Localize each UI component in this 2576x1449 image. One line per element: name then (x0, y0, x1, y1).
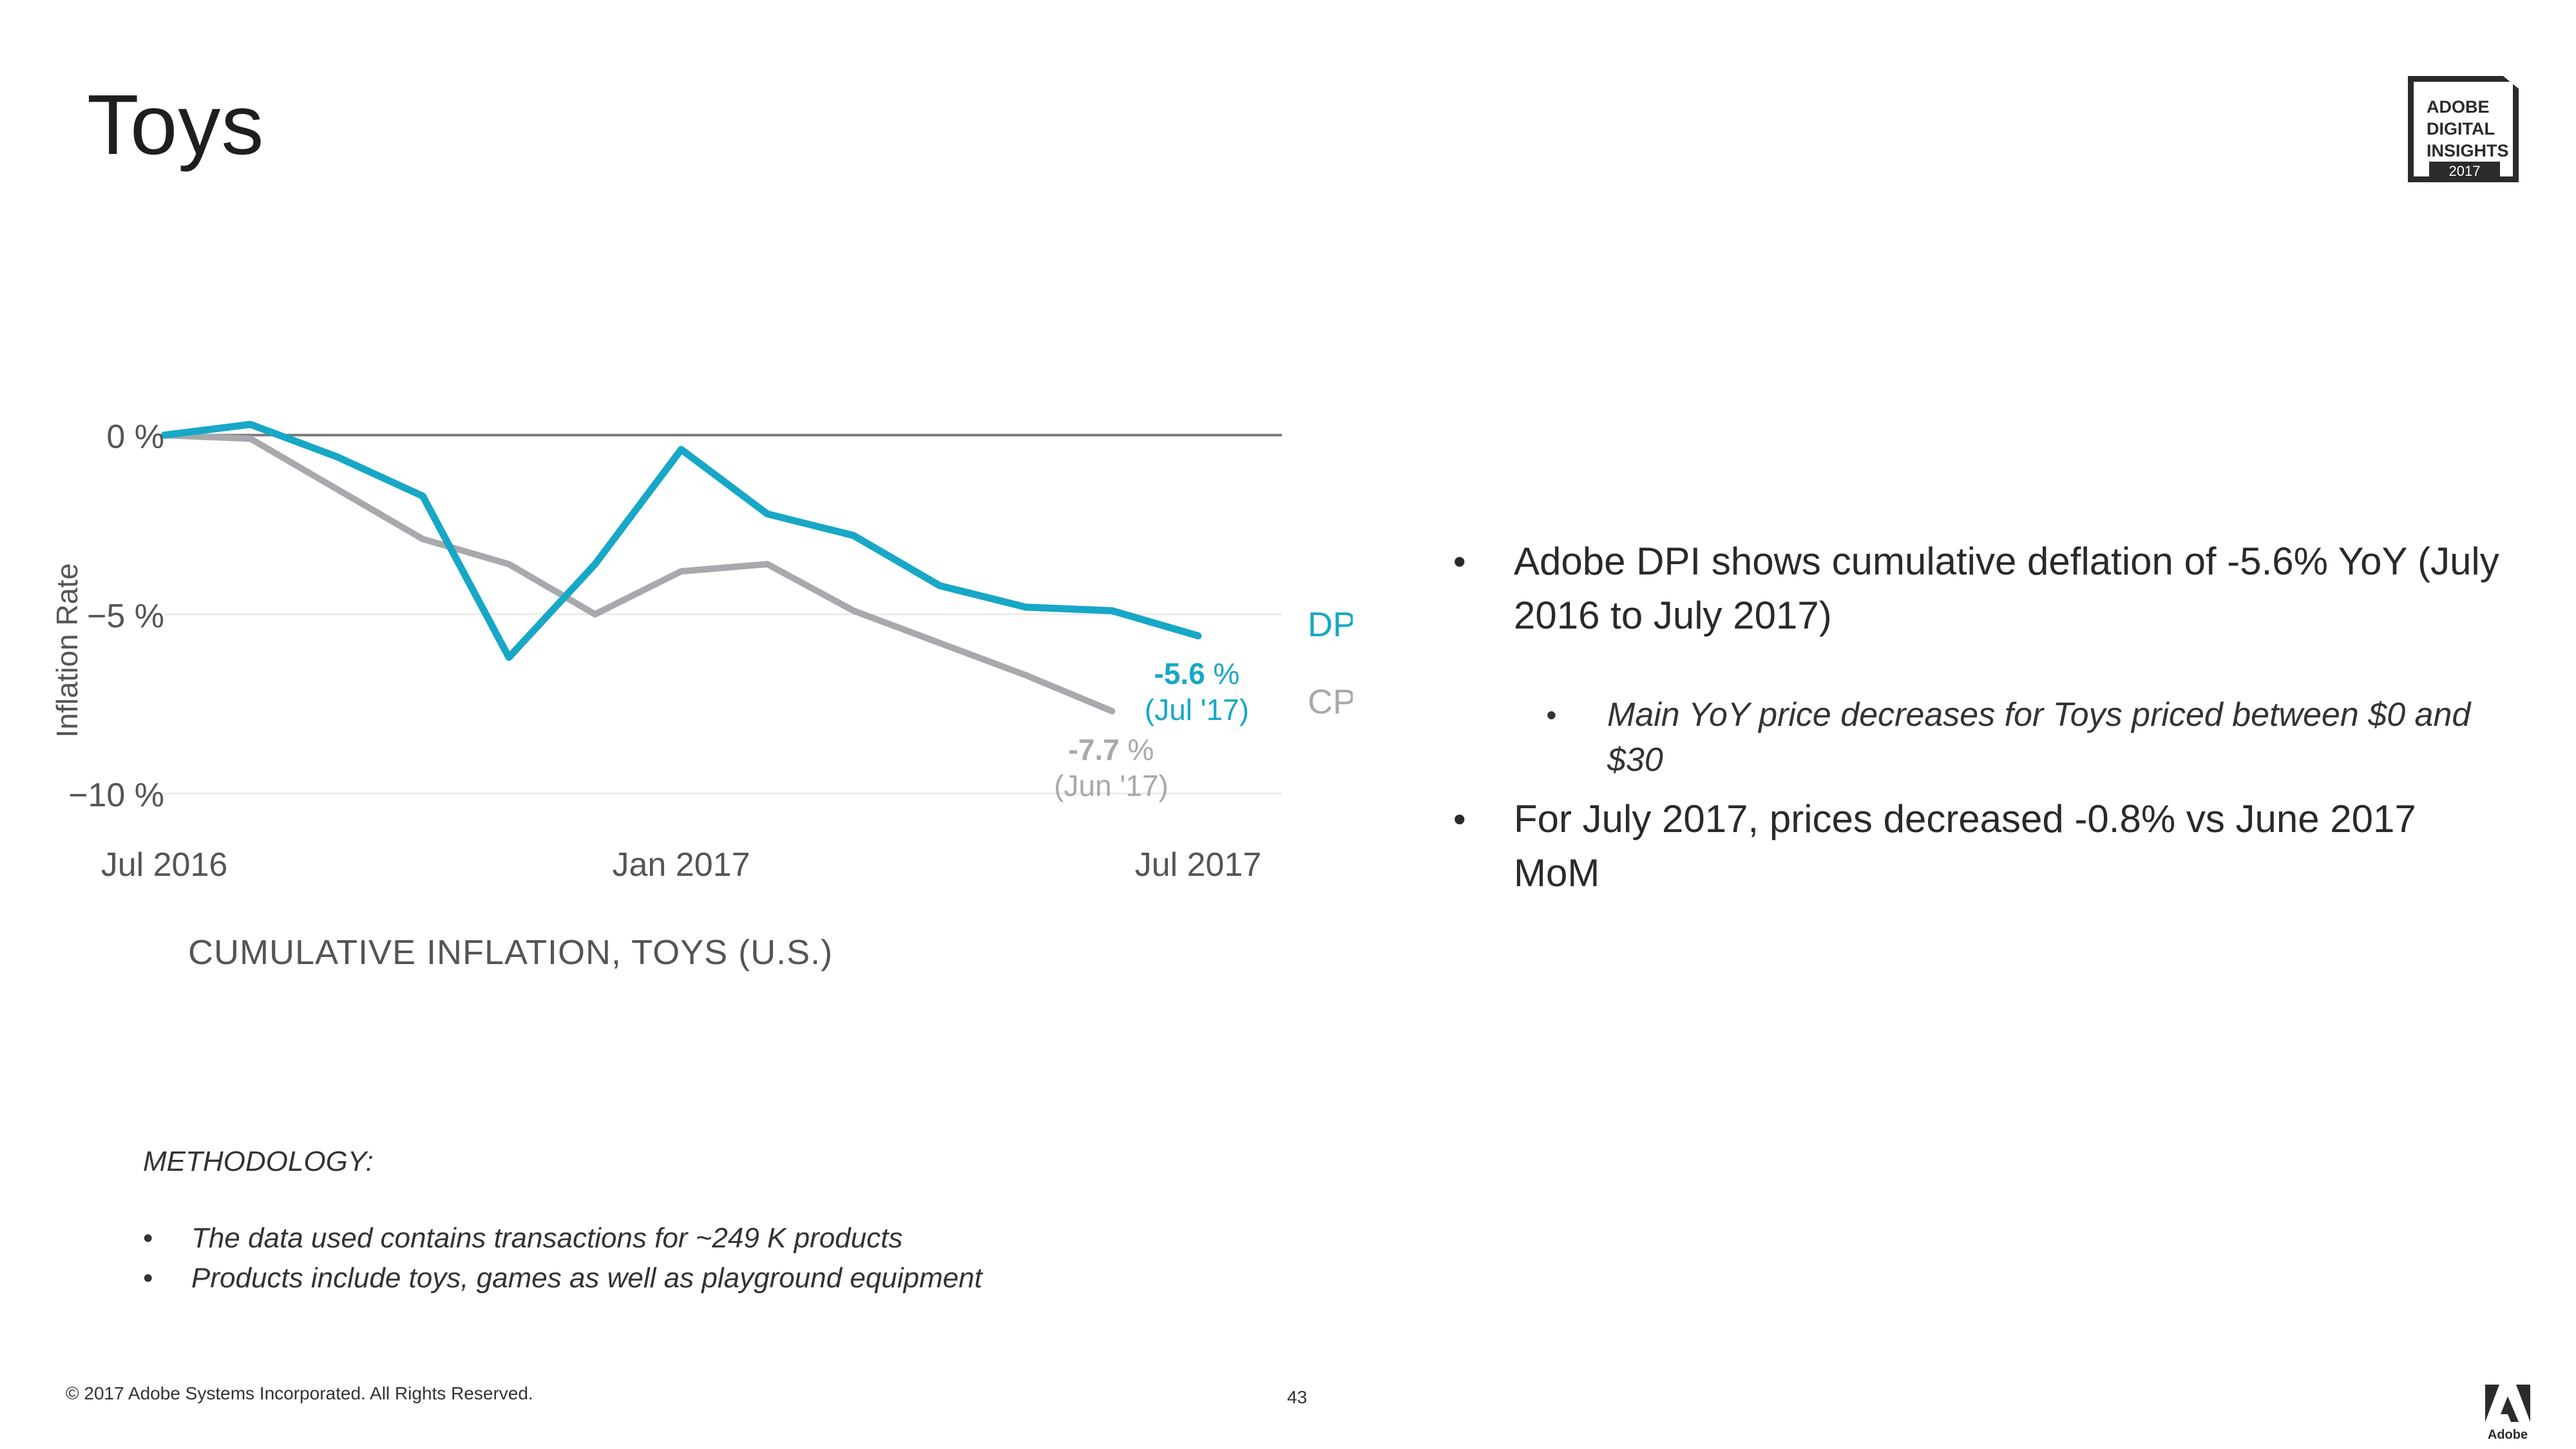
annotation-period-dpi: (Jul '17) (1145, 693, 1249, 726)
methodology-item: • The data used contains transactions fo… (143, 1218, 1238, 1258)
bullet-dot: • (1453, 541, 1466, 582)
annotation-value-dpi: -5.6 % (1154, 657, 1240, 690)
sub-bullet-text: Main YoY price decreases for Toys priced… (1607, 696, 2471, 779)
methodology: METHODOLOGY: • The data used contains tr… (143, 1141, 1238, 1298)
annotation-unit: % (1120, 733, 1154, 766)
bullet-text: Adobe DPI shows cumulative deflation of … (1514, 540, 2499, 637)
bullet-dot: • (143, 1222, 153, 1254)
logo-line-3: INSIGHTS (2427, 141, 2509, 160)
y-tick-label: 0 % (106, 419, 164, 456)
chart-lines (160, 421, 1202, 715)
x-tick-label: Jan 2017 (613, 846, 750, 884)
methodology-item-text: Products include toys, games as well as … (191, 1262, 982, 1294)
bullet-dot: • (1546, 698, 1557, 732)
methodology-item-text: The data used contains transactions for … (191, 1222, 903, 1254)
page-title: Toys (87, 77, 265, 172)
chart-title: CUMULATIVE INFLATION, TOYS (U.S.) (188, 933, 834, 972)
bullet-dot: • (143, 1262, 153, 1294)
svg-text:Adobe: Adobe (2488, 1428, 2528, 1442)
series-line-dpi (160, 421, 1202, 661)
bullet-dot: • (1453, 799, 1466, 839)
annotation-number: -5.6 (1154, 657, 1205, 690)
legend-dpi: DPI (1308, 605, 1353, 644)
methodology-heading: METHODOLOGY: (143, 1146, 374, 1177)
adobe-digital-insights-logo: ADOBE DIGITAL INSIGHTS 2017 (2408, 76, 2519, 182)
page-number: 43 (1287, 1387, 1308, 1407)
annotation-unit: % (1205, 657, 1240, 690)
legend-cpi: CPI (1308, 683, 1353, 721)
x-tick-label: Jul 2017 (1135, 846, 1262, 884)
chart-grid (164, 433, 1282, 795)
y-tick-label: −10 % (68, 777, 164, 814)
logo-line-2: DIGITAL (2427, 119, 2495, 138)
logo-line-1: ADOBE (2427, 97, 2490, 117)
annotation-period-cpi: (Jun '17) (1054, 769, 1169, 802)
sub-bullet-price-decreases: • Main YoY price decreases for Toys pric… (1546, 692, 2512, 782)
y-tick-label: −5 % (87, 598, 164, 635)
y-axis-label: Inflation Rate (50, 563, 84, 737)
copyright-footer: © 2017 Adobe Systems Incorporated. All R… (66, 1383, 533, 1403)
bullet-mom-change: • For July 2017, prices decreased -0.8% … (1443, 792, 2499, 900)
inflation-line-chart: 0 % −5 % −10 % Jul 2016 Jan 2017 Jul 2017 Infl… (50, 419, 1353, 884)
adobe-logo-icon: Adobe (2485, 1385, 2530, 1442)
methodology-item: • Products include toys, games as well a… (143, 1258, 1238, 1298)
annotation-value-cpi: -7.7 % (1069, 733, 1154, 766)
series-line-cpi (161, 431, 1116, 715)
x-tick-label: Jul 2016 (101, 846, 228, 884)
chart-labels: 0 % −5 % −10 % Jul 2016 Jan 2017 Jul 2017 Infl… (50, 419, 1353, 884)
logo-year: 2017 (2429, 162, 2500, 181)
bullet-text: For July 2017, prices decreased -0.8% vs… (1514, 797, 2416, 895)
annotation-number: -7.7 (1069, 733, 1120, 766)
bullet-dpi-deflation: • Adobe DPI shows cumulative deflation o… (1443, 535, 2499, 643)
